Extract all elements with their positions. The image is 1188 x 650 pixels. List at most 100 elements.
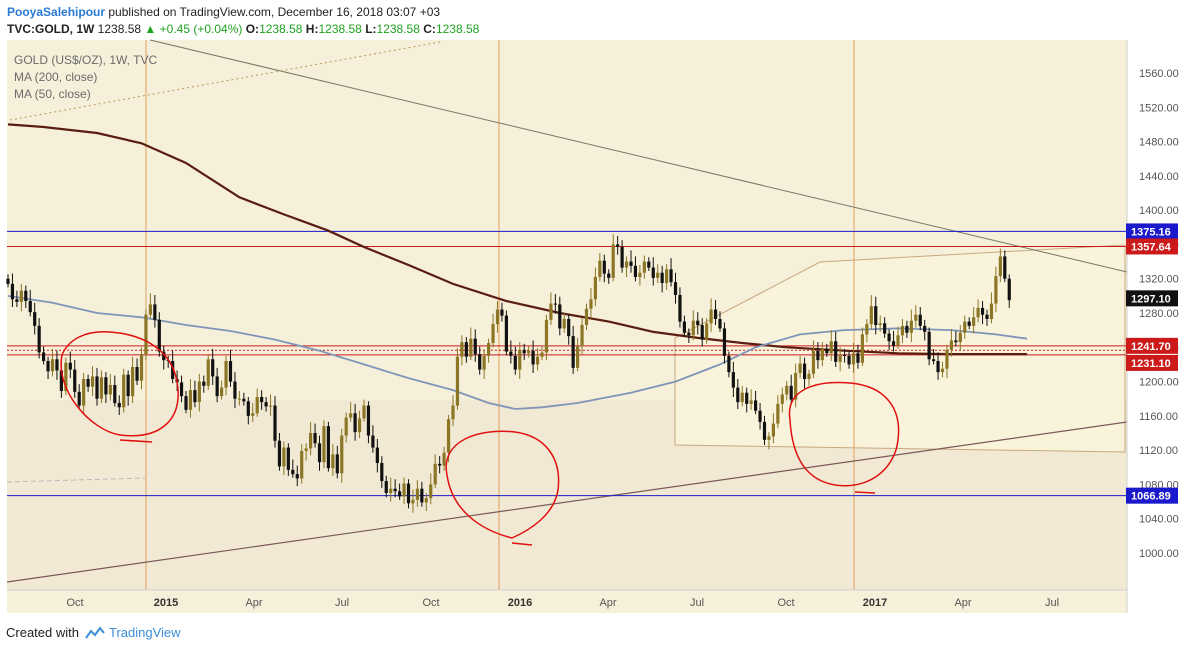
candle-body-31 [144, 314, 148, 355]
tradingview-link[interactable]: TradingView [108, 625, 181, 640]
candle-body-77 [349, 413, 353, 418]
candle-body-172 [771, 423, 775, 437]
candle-body-190 [851, 353, 856, 365]
candle-body-23 [108, 385, 112, 395]
time-axis[interactable]: Oct 2015 Apr Jul Oct 2016 Apr Jul Oct 2017 Apr Jul [66, 597, 1059, 609]
candle-body-196 [878, 323, 882, 325]
price-tag-5: 1066.89 [1126, 487, 1178, 504]
candle-body-42 [193, 390, 197, 403]
close-value: 1238.58 [435, 22, 480, 36]
rising-support-line [6, 421, 1128, 583]
candle-body-22 [104, 377, 108, 395]
trend-lines [6, 39, 1128, 583]
candle-body-151 [678, 295, 682, 322]
candle-body-16 [77, 391, 81, 406]
price-tag-label-0: 1375.16 [1131, 226, 1171, 238]
candle-body-202 [905, 325, 909, 333]
price-tag-box-5 [1126, 487, 1178, 504]
candle-body-140 [629, 261, 633, 266]
shaded-regions [7, 244, 1127, 590]
legend-title[interactable]: GOLD (US$/OZ), 1W, TVC [14, 53, 157, 67]
candle-body-206 [923, 325, 927, 332]
candle-body-3 [19, 290, 23, 302]
candle-body-220 [985, 314, 989, 319]
last-price: 1238.58 [97, 22, 142, 36]
x-tick-label-2: Apr [245, 597, 262, 609]
candle-body-76 [344, 417, 348, 436]
candle-body-69 [313, 433, 317, 444]
candle-body-52 [237, 398, 241, 400]
candle-body-81 [366, 405, 371, 436]
candle-body-65 [295, 474, 299, 479]
candle-body-192 [860, 334, 864, 363]
candle-body-136 [611, 244, 615, 278]
price-tag-box-2 [1126, 290, 1178, 307]
price-axis[interactable]: 1000.001040.001080.001120.001160.001200.… [1139, 68, 1179, 560]
candle-body-212 [949, 340, 953, 350]
candle-body-133 [598, 260, 602, 277]
legend-ma50[interactable]: MA (50, close) [14, 87, 91, 101]
candle-body-79 [357, 418, 362, 433]
candle-body-82 [371, 435, 375, 448]
candle-body-118 [531, 350, 535, 365]
x-tick-label-1: 2015 [154, 597, 178, 609]
candle-body-166 [745, 392, 749, 404]
author-name[interactable]: PooyaSalehipour [7, 5, 106, 19]
publish-info: PooyaSalehipour published on TradingView… [7, 5, 440, 19]
candle-body-43 [197, 381, 201, 403]
y-tick-label-0: 1000.00 [1139, 548, 1179, 560]
candle-body-11 [55, 359, 59, 371]
candle-body-91 [411, 499, 415, 504]
candle-body-120 [540, 352, 544, 357]
candle-body-107 [482, 355, 486, 370]
candle-body-129 [580, 325, 584, 347]
candle-body-45 [206, 359, 210, 386]
horizontal-levels [7, 230, 1127, 497]
candle-body-7 [37, 325, 41, 353]
candle-body-153 [687, 332, 691, 336]
candle-body-143 [642, 261, 646, 273]
y-tick-label-8: 1320.00 [1139, 274, 1179, 286]
candle-body-215 [963, 321, 967, 333]
candle-body-27 [126, 374, 130, 397]
created-with-text: Created with [6, 625, 79, 640]
price-tag-box-3 [1126, 337, 1178, 354]
candle-body-223 [998, 256, 1002, 277]
candle-body-189 [847, 355, 851, 365]
footer: Created with TradingView [6, 625, 181, 640]
y-tick-label-14: 1560.00 [1139, 68, 1179, 80]
price-tag-label-4: 1231.10 [1131, 358, 1171, 370]
price-tag-2: 1297.10 [1126, 290, 1178, 307]
y-tick-label-13: 1520.00 [1139, 102, 1179, 114]
candle-body-116 [522, 349, 526, 354]
high-value: 1238.58 [318, 22, 362, 36]
y-tick-label-5: 1200.00 [1139, 377, 1179, 389]
candle-body-132 [593, 277, 597, 300]
candle-body-9 [46, 361, 50, 372]
candle-body-71 [322, 426, 326, 463]
candle-body-178 [798, 363, 802, 373]
candle-body-113 [509, 351, 513, 356]
candle-body-99 [446, 419, 451, 453]
price-chart[interactable]: 1000.001040.001080.001120.001160.001200.… [0, 0, 1188, 620]
price-axis-background [1127, 40, 1188, 613]
candle-body-21 [99, 377, 104, 399]
price-tag-1: 1357.64 [1126, 238, 1178, 255]
candle-body-50 [228, 361, 233, 382]
candles [6, 234, 1011, 513]
circle-annotation-3 [788, 381, 900, 494]
candle-body-138 [620, 247, 624, 268]
candle-body-39 [179, 382, 184, 397]
candle-body-74 [335, 454, 339, 474]
candle-body-225 [1007, 278, 1011, 301]
candle-body-174 [780, 394, 784, 404]
y-tick-label-3: 1120.00 [1139, 445, 1178, 457]
candle-body-86 [389, 488, 393, 493]
candle-body-115 [518, 349, 522, 370]
candle-body-209 [936, 361, 940, 373]
candle-body-37 [171, 361, 175, 379]
legend-ma200[interactable]: MA (200, close) [14, 70, 97, 84]
candle-body-12 [59, 370, 63, 391]
candle-body-5 [28, 301, 32, 313]
candle-body-161 [722, 328, 727, 356]
